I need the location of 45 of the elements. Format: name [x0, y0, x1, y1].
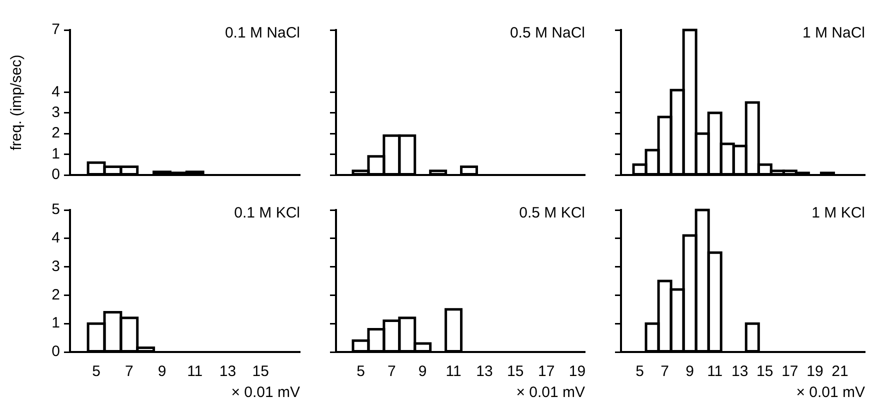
x-tick-label: 13: [732, 363, 748, 380]
y-tick-label: 2: [52, 124, 60, 142]
x-tick-label: 9: [686, 363, 694, 380]
x-tick-label: 9: [158, 363, 166, 380]
y-tick-label: 3: [52, 104, 60, 121]
x-tick-label: 7: [388, 363, 396, 380]
y-tick-label: 0: [52, 343, 60, 360]
x-tick-label: 5: [636, 363, 644, 380]
x-tick-label: 5: [92, 363, 100, 380]
x-tick-label: 21: [832, 363, 848, 380]
y-tick-label: 4: [52, 230, 60, 247]
y-tick-label: 1: [52, 314, 60, 332]
y-tick-label: 3: [52, 258, 60, 275]
x-tick-label: 13: [476, 363, 493, 380]
y-tick-label: 4: [52, 83, 60, 100]
chart-title: 0.1 M NaCl: [224, 24, 300, 42]
x-tick-label: 7: [124, 363, 134, 380]
y-tick-label: 7: [52, 21, 60, 38]
y-tick-label: 1: [52, 145, 60, 162]
x-tick-label: 15: [507, 363, 524, 380]
x-tick-label: 11: [187, 363, 203, 380]
x-tick-label: 15: [252, 363, 269, 380]
x-axis-title: × 0.01 mV: [796, 384, 865, 402]
x-tick-label: 9: [418, 363, 427, 380]
x-tick-label: 15: [756, 363, 774, 380]
x-axis-title: × 0.01 mV: [231, 384, 300, 402]
chart-title: 0.5 M NaCl: [510, 24, 585, 42]
x-tick-label: 17: [538, 363, 555, 380]
x-tick-label: 11: [446, 363, 462, 380]
chart-title: 1 M NaCl: [802, 24, 865, 42]
x-tick-label: 17: [782, 363, 798, 380]
y-tick-label: 2: [52, 286, 60, 304]
chart-title: 0.5 M KCl: [519, 204, 585, 222]
chart-title: 0.1 M KCl: [234, 204, 300, 222]
x-tick-label: 19: [568, 363, 586, 380]
x-tick-label: 7: [660, 363, 669, 380]
x-tick-label: 5: [356, 363, 365, 380]
y-tick-label: 5: [52, 201, 60, 218]
x-axis-title: × 0.01 mV: [516, 384, 585, 402]
y-axis-title: freq. (imp/sec): [8, 54, 26, 150]
x-tick-label: 11: [707, 363, 723, 380]
y-tick-label: 0: [52, 166, 60, 184]
x-tick-label: 13: [219, 363, 236, 380]
x-tick-label: 19: [806, 363, 824, 380]
chart-title: 1 M KCl: [812, 204, 865, 222]
